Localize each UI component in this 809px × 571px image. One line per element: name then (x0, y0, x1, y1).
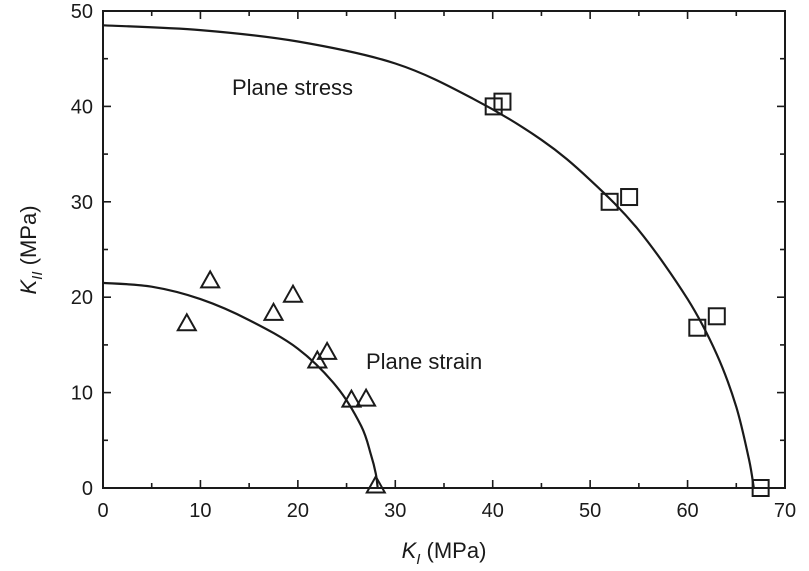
y-axis-label-group: KII (MPa) (16, 205, 46, 294)
triangle-marker (262, 301, 285, 321)
triangle-marker (199, 269, 221, 289)
data-markers (176, 92, 770, 497)
y-tick-label: 50 (71, 1, 93, 23)
x-axis-label-sub: I (416, 551, 420, 568)
x-axis-label-unit: (MPa) (420, 538, 486, 563)
triangle-marker (365, 474, 387, 494)
square-marker (751, 479, 770, 497)
x-tick-label: 0 (97, 500, 108, 522)
annotation-plane-strain: Plane strain (366, 349, 482, 374)
y-tick-label: 20 (71, 287, 93, 309)
tick-labels: 0 10 20 30 40 50 60 70 0 10 20 30 40 50 (71, 1, 796, 522)
curve-plane-stress (102, 24, 755, 489)
square-marker (707, 307, 726, 326)
triangle-marker (316, 340, 338, 360)
y-axis-label: KII (MPa) (16, 205, 46, 294)
y-axis-label-unit: (MPa) (16, 205, 41, 271)
x-axis-label-main: K (402, 538, 418, 563)
square-marker (600, 192, 619, 211)
y-tick-label: 0 (82, 478, 93, 500)
x-tick-label: 50 (579, 500, 601, 522)
x-tick-label: 60 (676, 500, 698, 522)
x-axis-label: KI (MPa) (402, 538, 487, 568)
triangle-marker (176, 312, 198, 332)
x-tick-label: 70 (774, 500, 796, 522)
y-tick-label: 40 (71, 96, 93, 118)
square-marker (688, 318, 707, 337)
triangle-marker (282, 283, 304, 303)
square-marker (620, 188, 639, 207)
y-axis-label-main: K (16, 279, 41, 295)
triangle-marker (355, 387, 377, 407)
y-tick-label: 30 (71, 192, 93, 214)
x-tick-label: 40 (482, 500, 504, 522)
x-tick-label: 20 (287, 500, 309, 522)
x-tick-label: 10 (189, 500, 211, 522)
annotation-plane-stress: Plane stress (232, 75, 353, 100)
y-tick-label: 10 (71, 383, 93, 405)
axis-ticks (102, 10, 786, 489)
curve-plane-strain (102, 281, 379, 489)
triangle-marker (340, 388, 363, 408)
y-axis-label-sub: II (29, 271, 46, 279)
x-tick-label: 30 (384, 500, 406, 522)
fit-curves (102, 24, 755, 489)
square-marker (493, 92, 512, 111)
